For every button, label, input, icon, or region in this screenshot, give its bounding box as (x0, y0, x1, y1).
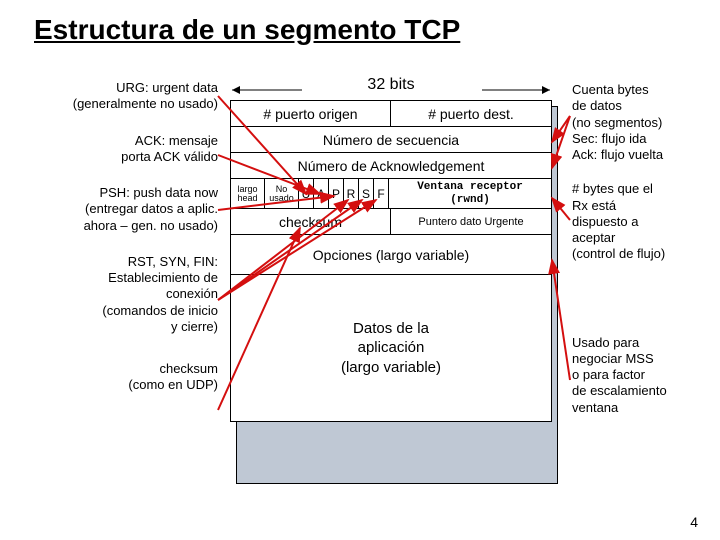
note-seqack: Cuenta bytes de datos (no segmentos) Sec… (572, 82, 712, 163)
note-checksum: checksum (como en UDP) (8, 361, 218, 394)
flag-ack: A (314, 179, 329, 208)
flag-psh: P (329, 179, 344, 208)
field-reserved: Nousado (265, 179, 299, 208)
tcp-segment-diagram: # puerto origen # puerto dest. Número de… (230, 100, 552, 422)
note-psh: PSH: push data now (entregar datos a apl… (8, 185, 218, 234)
field-seq-number: Número de secuencia (231, 127, 551, 152)
row-ports: # puerto origen # puerto dest. (231, 101, 551, 127)
field-dest-port: # puerto dest. (391, 101, 551, 126)
field-options: Opciones (largo variable) (231, 235, 551, 274)
bits-width-label: 32 bits (230, 76, 552, 94)
row-data: Datos de la aplicación (largo variable) (231, 275, 551, 421)
right-annotations: Cuenta bytes de datos (no segmentos) Sec… (572, 82, 712, 430)
field-app-data: Datos de la aplicación (largo variable) (231, 275, 551, 421)
flag-syn: S (359, 179, 374, 208)
field-source-port: # puerto origen (231, 101, 391, 126)
page-title: Estructura de un segmento TCP (0, 0, 720, 46)
note-ack: ACK: mensaje porta ACK válido (8, 133, 218, 166)
flag-rst: R (344, 179, 359, 208)
row-flags: largohead Nousado U A P R S F Ventana re… (231, 179, 551, 209)
note-rwnd: # bytes que el Rx está dispuesto a acept… (572, 181, 712, 262)
field-urgent-ptr: Puntero dato Urgente (391, 209, 551, 234)
row-acknum: Número de Acknowledgement (231, 153, 551, 179)
left-annotations: URG: urgent data (generalmente no usado)… (8, 80, 218, 414)
row-chk-urg: checksum Puntero dato Urgente (231, 209, 551, 235)
flag-urg: U (299, 179, 314, 208)
field-header-len: largohead (231, 179, 265, 208)
field-ack-number: Número de Acknowledgement (231, 153, 551, 178)
page-number: 4 (690, 514, 698, 530)
note-options: Usado para negociar MSS o para factor de… (572, 335, 712, 416)
note-urg: URG: urgent data (generalmente no usado) (8, 80, 218, 113)
field-receive-window: Ventana receptor (rwnd) (389, 179, 551, 208)
note-rstsynfin: RST, SYN, FIN: Establecimiento de conexi… (8, 254, 218, 335)
segment-table: # puerto origen # puerto dest. Número de… (230, 100, 552, 422)
field-checksum: checksum (231, 209, 391, 234)
flag-fin: F (374, 179, 389, 208)
row-options: Opciones (largo variable) (231, 235, 551, 275)
row-seq: Número de secuencia (231, 127, 551, 153)
